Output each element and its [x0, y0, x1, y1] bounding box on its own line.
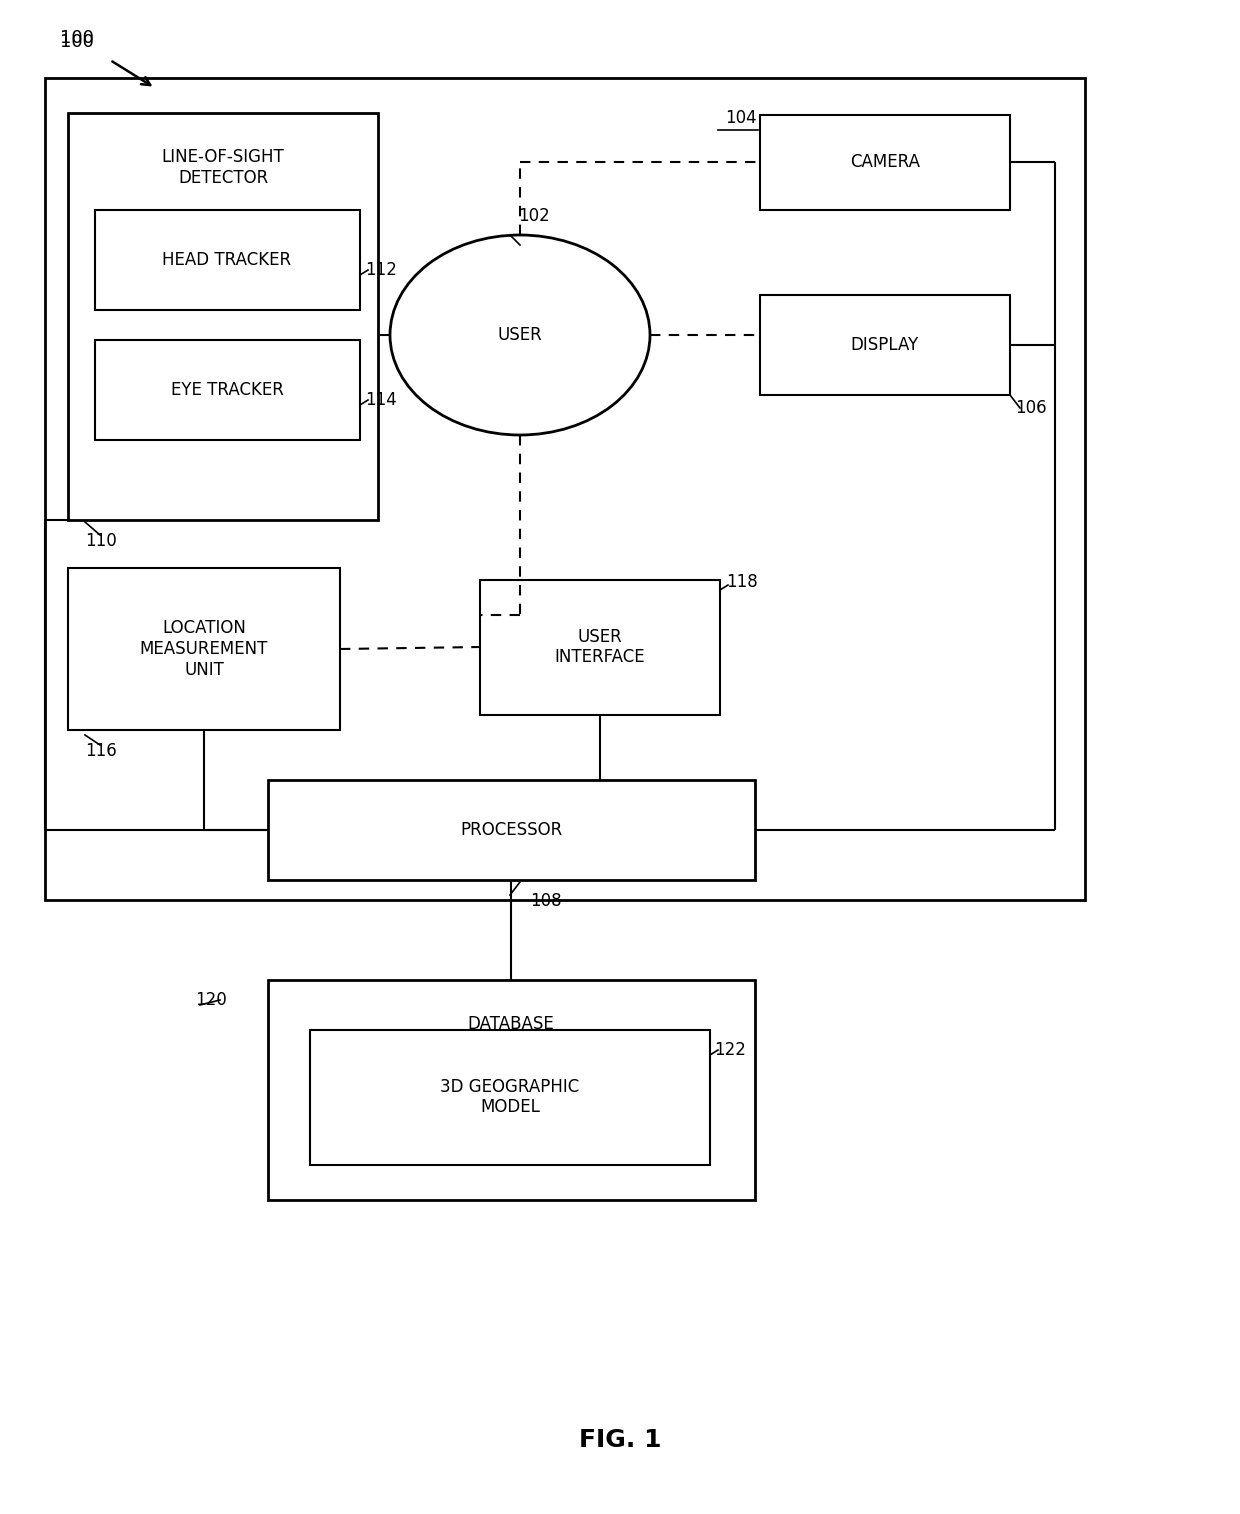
Bar: [310, 1030, 711, 1164]
Bar: [268, 780, 755, 880]
Text: 3D GEOGRAPHIC
MODEL: 3D GEOGRAPHIC MODEL: [440, 1078, 579, 1116]
Text: DISPLAY: DISPLAY: [851, 336, 919, 354]
Text: 120: 120: [195, 992, 227, 1008]
Text: CAMERA: CAMERA: [849, 153, 920, 171]
Text: EYE TRACKER: EYE TRACKER: [171, 382, 284, 400]
Text: 102: 102: [518, 207, 549, 226]
Text: 114: 114: [365, 391, 397, 409]
Text: 118: 118: [725, 572, 758, 590]
Text: 108: 108: [529, 892, 562, 910]
Text: 100: 100: [60, 29, 94, 47]
Text: 106: 106: [1016, 400, 1047, 416]
Text: 110: 110: [86, 531, 117, 550]
Text: FIG. 1: FIG. 1: [579, 1428, 661, 1452]
Bar: [268, 980, 755, 1201]
Ellipse shape: [391, 235, 650, 435]
Text: HEAD TRACKER: HEAD TRACKER: [162, 251, 291, 269]
Text: 116: 116: [86, 742, 117, 760]
Text: 122: 122: [714, 1042, 746, 1058]
Bar: [760, 115, 1011, 210]
Text: LINE-OF-SIGHT
DETECTOR: LINE-OF-SIGHT DETECTOR: [161, 148, 284, 186]
Bar: [760, 295, 1011, 395]
Text: PROCESSOR: PROCESSOR: [460, 821, 562, 839]
Text: USER
INTERFACE: USER INTERFACE: [554, 628, 645, 666]
Bar: [68, 114, 378, 519]
Text: LOCATION
MEASUREMENT
UNIT: LOCATION MEASUREMENT UNIT: [140, 619, 268, 678]
Bar: [45, 79, 1085, 899]
Bar: [68, 568, 340, 730]
Text: DATABASE: DATABASE: [467, 1014, 554, 1033]
Text: 100: 100: [60, 33, 94, 51]
Text: USER: USER: [497, 326, 542, 344]
Bar: [480, 580, 720, 715]
Bar: [95, 210, 360, 310]
Text: 112: 112: [365, 260, 397, 279]
Text: 104: 104: [725, 109, 756, 127]
Bar: [95, 341, 360, 441]
